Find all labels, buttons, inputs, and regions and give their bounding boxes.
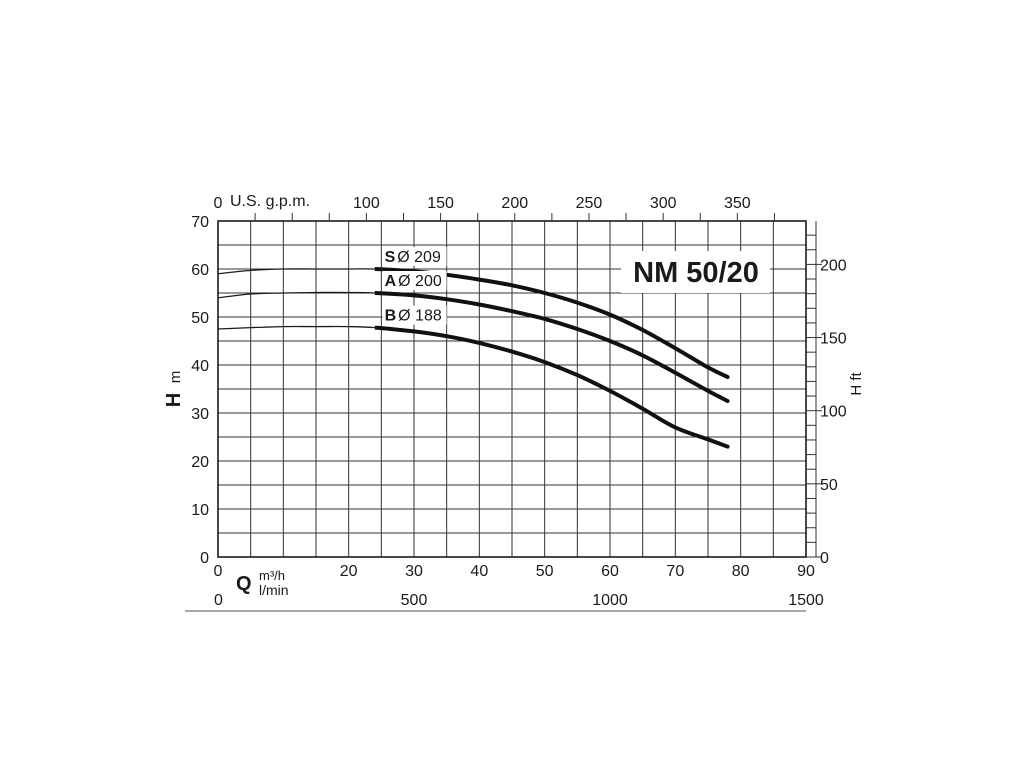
curve-B bbox=[374, 325, 730, 449]
x-axis-label-bold: Q bbox=[236, 573, 252, 595]
curve-label-bg bbox=[382, 247, 447, 266]
y-tick-label: 60 bbox=[191, 262, 209, 279]
curve-label-letter: A bbox=[385, 273, 397, 290]
x-tick-label: 90 bbox=[797, 563, 815, 580]
right-tick-label-ft: 200 bbox=[820, 257, 847, 274]
curve-label-diameter: Ø 188 bbox=[398, 308, 442, 325]
y-axis-label-unit: m bbox=[167, 371, 184, 384]
y-tick-label: 50 bbox=[191, 310, 209, 327]
y-tick-label: 30 bbox=[191, 406, 209, 423]
right-tick-label-ft: 0 bbox=[820, 550, 829, 567]
curve-S-extension bbox=[217, 268, 375, 275]
curve-B-extension bbox=[217, 325, 375, 330]
lmin-tick-label: 0 bbox=[214, 592, 223, 609]
y-axis-label: H m bbox=[163, 371, 185, 407]
top-tick-label-gpm: 100 bbox=[353, 195, 380, 212]
x-tick-label: 30 bbox=[405, 563, 423, 580]
x-tick-label: 0 bbox=[214, 563, 223, 580]
labels-layer: 0 10 20 30 40 50 60 70 0 20 30 40 50 60 70 80 90 0 100 150 2… bbox=[185, 195, 824, 612]
curve-label-bg bbox=[382, 271, 447, 290]
y2-axis-label-text: H ft bbox=[848, 372, 865, 396]
plot-frame bbox=[217, 220, 807, 558]
x-tick-label: 50 bbox=[536, 563, 554, 580]
top-tick-label-gpm: 300 bbox=[650, 195, 677, 212]
right-tick-label-ft: 50 bbox=[820, 477, 838, 494]
x-tick-label: 70 bbox=[666, 563, 684, 580]
chart-title-box bbox=[621, 251, 770, 293]
curve-S bbox=[374, 266, 730, 379]
top-axis-label: U.S. g.p.m. bbox=[230, 193, 310, 210]
top-tick-label-gpm: 250 bbox=[576, 195, 603, 212]
lmin-tick-label: 1500 bbox=[788, 592, 824, 609]
y-tick-label: 10 bbox=[191, 502, 209, 519]
right-tick-label-ft: 100 bbox=[820, 404, 847, 421]
y2-axis-label: H ft bbox=[848, 372, 865, 396]
q-label-box bbox=[234, 566, 302, 598]
svg-text:H m: H m bbox=[163, 371, 185, 407]
curve-label-diameter: Ø 209 bbox=[397, 249, 441, 266]
x-tick-label: 80 bbox=[732, 563, 750, 580]
y-tick-label: 0 bbox=[200, 550, 209, 567]
curve-A bbox=[374, 290, 730, 403]
right-axis-ft: 0 50 100 150 200 bbox=[806, 221, 847, 567]
x-tick-label: 60 bbox=[601, 563, 619, 580]
x-tick-label: 40 bbox=[470, 563, 488, 580]
lmin-tick-label: 500 bbox=[401, 592, 428, 609]
x-axis-unit-lmin: l/min bbox=[259, 582, 289, 598]
y-axis-label-bold: H bbox=[163, 393, 185, 407]
y-tick-label: 40 bbox=[191, 358, 209, 375]
top-tick-label-gpm: 350 bbox=[724, 195, 751, 212]
top-tick-label-gpm: 0 bbox=[214, 195, 223, 212]
top-tick-label-gpm: 200 bbox=[501, 195, 528, 212]
curve-label-bg bbox=[382, 305, 447, 325]
curve-label-diameter: Ø 200 bbox=[398, 273, 442, 290]
y-tick-label: 70 bbox=[191, 214, 209, 231]
curve-label-letter: B bbox=[385, 308, 397, 325]
chart-title: NM 50/20 bbox=[633, 257, 759, 289]
x-tick-label: 20 bbox=[340, 563, 358, 580]
y-tick-label: 20 bbox=[191, 454, 209, 471]
lmin-tick-label: 1000 bbox=[592, 592, 628, 609]
x-axis-unit-m3h: m³/h bbox=[259, 568, 285, 583]
right-tick-label-ft: 150 bbox=[820, 331, 847, 348]
curve-label-letter: S bbox=[385, 249, 396, 266]
curve-A-extension bbox=[217, 291, 375, 299]
top-tick-label-gpm: 150 bbox=[427, 195, 454, 212]
